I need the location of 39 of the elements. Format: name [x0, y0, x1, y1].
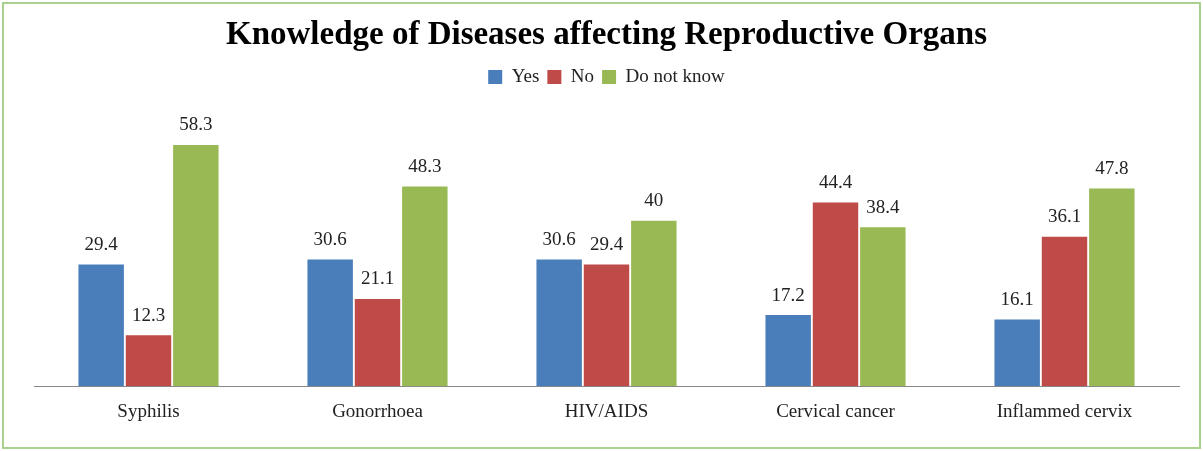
legend-label: Yes — [511, 65, 540, 87]
bar — [173, 145, 219, 387]
bar — [354, 298, 401, 387]
data-label: 47.8 — [1095, 156, 1129, 178]
bar — [1041, 236, 1088, 387]
legend-label: No — [570, 65, 595, 87]
bar — [765, 315, 811, 387]
bar — [631, 220, 677, 387]
data-label: 48.3 — [408, 154, 442, 176]
data-label: 16.1 — [1000, 288, 1034, 310]
x-tick-label: Gonorrhoea — [332, 399, 424, 421]
x-tick-label: Syphilis — [117, 399, 180, 421]
data-label: 36.1 — [1047, 205, 1082, 227]
chart-title: Knowledge of Diseases affecting Reproductive Organs — [225, 15, 988, 52]
data-label: 21.1 — [360, 267, 395, 289]
data-label: 38.4 — [866, 195, 900, 217]
data-label: 29.4 — [589, 233, 624, 255]
x-tick-label: HIV/AIDS — [564, 399, 649, 421]
bar — [536, 259, 582, 387]
bar — [78, 264, 124, 387]
data-label: 58.3 — [179, 113, 213, 135]
data-label: 44.4 — [818, 171, 853, 192]
bar — [583, 264, 630, 387]
data-label: 30.6 — [542, 228, 576, 250]
data-label: 12.3 — [131, 303, 166, 325]
bar — [1089, 188, 1135, 387]
bar — [125, 335, 172, 387]
data-label: 17.2 — [771, 283, 805, 305]
legend-label: Do not know — [625, 65, 726, 87]
bar — [307, 259, 353, 387]
data-label: 29.4 — [84, 233, 119, 255]
bar — [812, 202, 859, 387]
x-tick-label: Cervical cancer — [776, 399, 896, 421]
x-tick-label: Inflammed cervix — [996, 399, 1133, 421]
data-label: 40 — [644, 189, 664, 211]
bar — [860, 227, 906, 387]
bar — [994, 319, 1040, 387]
bar — [402, 186, 448, 387]
data-label: 30.6 — [313, 228, 347, 250]
